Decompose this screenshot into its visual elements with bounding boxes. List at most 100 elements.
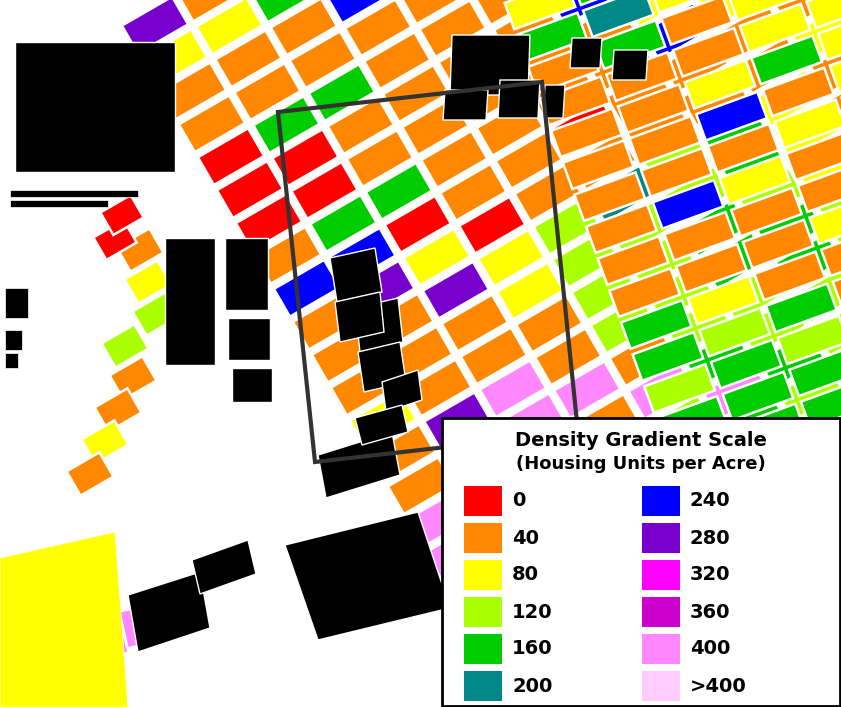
- Polygon shape: [563, 141, 633, 189]
- Polygon shape: [701, 233, 768, 289]
- Polygon shape: [402, 98, 468, 155]
- Polygon shape: [255, 227, 321, 284]
- Polygon shape: [551, 109, 621, 157]
- Polygon shape: [734, 404, 805, 452]
- Polygon shape: [235, 64, 300, 120]
- Polygon shape: [331, 358, 397, 415]
- Polygon shape: [722, 396, 788, 452]
- Polygon shape: [646, 264, 712, 321]
- Polygon shape: [382, 370, 422, 412]
- Polygon shape: [549, 0, 616, 26]
- Polygon shape: [102, 325, 149, 368]
- Polygon shape: [228, 318, 270, 360]
- Polygon shape: [350, 392, 416, 448]
- Polygon shape: [328, 97, 394, 154]
- Polygon shape: [711, 340, 781, 388]
- Polygon shape: [700, 102, 766, 158]
- Polygon shape: [326, 0, 393, 23]
- Polygon shape: [388, 457, 454, 514]
- Polygon shape: [606, 52, 677, 101]
- Bar: [642, 671, 680, 701]
- Polygon shape: [369, 424, 435, 481]
- Polygon shape: [0, 532, 128, 707]
- Polygon shape: [665, 298, 731, 354]
- Polygon shape: [595, 21, 665, 69]
- Polygon shape: [606, 68, 673, 124]
- Polygon shape: [366, 163, 432, 220]
- Polygon shape: [763, 68, 833, 116]
- Polygon shape: [676, 244, 747, 293]
- Polygon shape: [309, 64, 375, 121]
- Polygon shape: [698, 0, 764, 28]
- Polygon shape: [769, 500, 839, 548]
- Polygon shape: [755, 70, 822, 127]
- Polygon shape: [679, 460, 750, 508]
- Polygon shape: [463, 458, 528, 515]
- Polygon shape: [721, 265, 786, 322]
- Polygon shape: [477, 99, 542, 156]
- Bar: [464, 523, 502, 553]
- Polygon shape: [5, 353, 18, 368]
- Polygon shape: [310, 195, 377, 252]
- Polygon shape: [177, 0, 244, 21]
- Polygon shape: [740, 4, 811, 52]
- Polygon shape: [420, 0, 486, 57]
- Polygon shape: [423, 262, 489, 318]
- Polygon shape: [630, 116, 701, 165]
- Polygon shape: [533, 198, 600, 255]
- Polygon shape: [505, 0, 575, 29]
- Polygon shape: [290, 31, 356, 88]
- Polygon shape: [812, 411, 841, 460]
- Polygon shape: [688, 276, 759, 325]
- Polygon shape: [407, 490, 473, 547]
- Polygon shape: [738, 168, 804, 224]
- Polygon shape: [439, 33, 505, 90]
- Polygon shape: [133, 293, 179, 336]
- Polygon shape: [612, 50, 648, 80]
- Polygon shape: [736, 37, 802, 93]
- Polygon shape: [124, 260, 172, 303]
- Polygon shape: [773, 0, 839, 28]
- Polygon shape: [461, 327, 527, 385]
- Polygon shape: [641, 148, 711, 197]
- Polygon shape: [500, 524, 567, 581]
- Polygon shape: [5, 330, 22, 350]
- Bar: [464, 671, 502, 701]
- Polygon shape: [225, 238, 268, 310]
- Polygon shape: [345, 0, 411, 56]
- Polygon shape: [571, 0, 642, 5]
- Polygon shape: [498, 80, 540, 118]
- Polygon shape: [586, 204, 657, 253]
- Polygon shape: [335, 292, 384, 342]
- Polygon shape: [644, 364, 715, 413]
- Polygon shape: [0, 535, 125, 707]
- Bar: [442, 418, 840, 706]
- Polygon shape: [696, 92, 767, 141]
- Polygon shape: [778, 315, 841, 364]
- Polygon shape: [100, 195, 144, 235]
- Polygon shape: [708, 124, 779, 173]
- Polygon shape: [495, 132, 562, 189]
- Polygon shape: [330, 228, 395, 285]
- Polygon shape: [165, 238, 215, 365]
- Polygon shape: [728, 0, 799, 21]
- Polygon shape: [5, 288, 28, 318]
- Text: 40: 40: [512, 529, 539, 547]
- Polygon shape: [513, 34, 579, 90]
- Text: 160: 160: [512, 640, 553, 658]
- Polygon shape: [790, 348, 841, 396]
- Polygon shape: [653, 180, 723, 228]
- Polygon shape: [610, 329, 676, 386]
- Polygon shape: [179, 95, 245, 152]
- Polygon shape: [540, 76, 611, 125]
- Text: 280: 280: [690, 529, 731, 547]
- Polygon shape: [648, 395, 714, 452]
- Polygon shape: [528, 45, 599, 93]
- Polygon shape: [251, 0, 318, 22]
- Polygon shape: [668, 428, 738, 477]
- Polygon shape: [570, 38, 602, 68]
- Polygon shape: [739, 298, 806, 355]
- Polygon shape: [821, 228, 841, 276]
- Polygon shape: [626, 101, 691, 158]
- Polygon shape: [570, 133, 637, 189]
